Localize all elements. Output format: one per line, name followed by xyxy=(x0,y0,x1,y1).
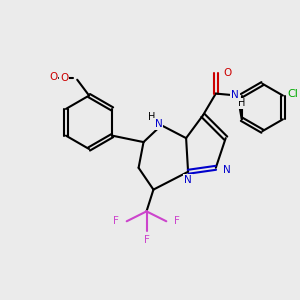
Text: Cl: Cl xyxy=(288,88,299,99)
Text: O: O xyxy=(60,73,68,83)
Text: H: H xyxy=(148,112,155,122)
Text: N: N xyxy=(184,175,192,185)
Text: H: H xyxy=(238,98,245,109)
Text: F: F xyxy=(144,235,149,245)
Text: N: N xyxy=(223,165,230,175)
Text: N: N xyxy=(231,90,239,100)
Text: N: N xyxy=(154,119,162,129)
Text: F: F xyxy=(113,216,119,226)
Text: F: F xyxy=(174,216,180,226)
Text: O: O xyxy=(49,72,57,82)
Text: O: O xyxy=(224,68,232,78)
